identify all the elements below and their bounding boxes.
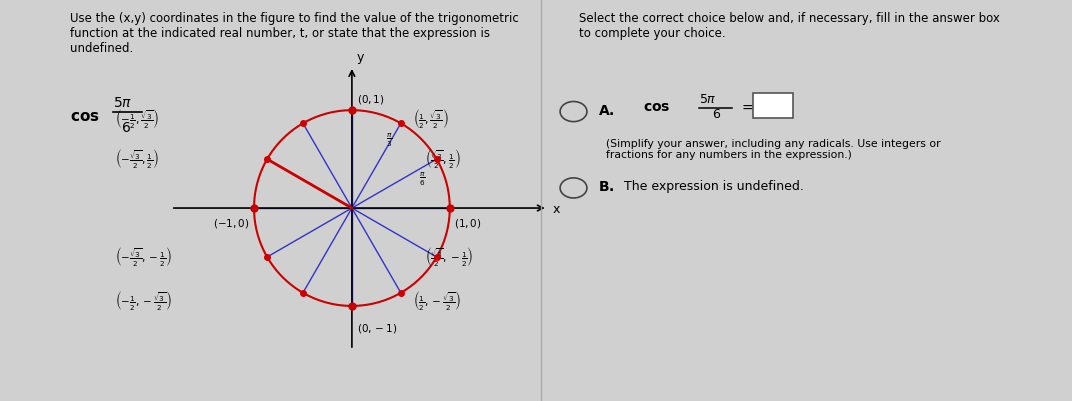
Text: Use the (x,y) coordinates in the figure to find the value of the trigonometric
f: Use the (x,y) coordinates in the figure … — [70, 12, 519, 55]
Text: (Simplify your answer, including any radicals. Use integers or
fractions for any: (Simplify your answer, including any rad… — [606, 138, 940, 160]
Text: $(0,-1)$: $(0,-1)$ — [357, 321, 398, 334]
Text: $6$: $6$ — [712, 108, 721, 121]
Text: $(0,1)$: $(0,1)$ — [357, 93, 385, 105]
Text: y: y — [357, 51, 364, 64]
Text: $6$: $6$ — [121, 120, 131, 134]
Text: $5\pi$: $5\pi$ — [699, 93, 717, 106]
Text: $=$: $=$ — [739, 99, 754, 113]
Text: $\left(\frac{\sqrt{3}}{2},\frac{1}{2}\right)$: $\left(\frac{\sqrt{3}}{2},\frac{1}{2}\ri… — [426, 146, 461, 169]
FancyBboxPatch shape — [753, 94, 793, 118]
Text: $\mathbf{cos}$: $\mathbf{cos}$ — [70, 108, 100, 123]
Text: $\left(-\frac{1}{2},-\frac{\sqrt{3}}{2}\right)$: $\left(-\frac{1}{2},-\frac{\sqrt{3}}{2}\… — [115, 288, 173, 311]
Text: $\left(\frac{1}{2},-\frac{\sqrt{3}}{2}\right)$: $\left(\frac{1}{2},-\frac{\sqrt{3}}{2}\r… — [413, 288, 461, 311]
Text: $\mathbf{B.}$: $\mathbf{B.}$ — [598, 180, 614, 193]
Text: $(1,0)$: $(1,0)$ — [453, 217, 481, 230]
Text: $\left(-\frac{\sqrt{3}}{2},-\frac{1}{2}\right)$: $\left(-\frac{\sqrt{3}}{2},-\frac{1}{2}\… — [115, 244, 173, 267]
Text: $\frac{\pi}{6}$: $\frac{\pi}{6}$ — [419, 171, 426, 188]
Text: $\left(-\frac{1}{2},\frac{\sqrt{3}}{2}\right)$: $\left(-\frac{1}{2},\frac{\sqrt{3}}{2}\r… — [115, 106, 160, 129]
Text: $\left(\frac{\sqrt{3}}{2},-\frac{1}{2}\right)$: $\left(\frac{\sqrt{3}}{2},-\frac{1}{2}\r… — [426, 244, 474, 267]
Text: $(-1,0)$: $(-1,0)$ — [213, 217, 250, 230]
Text: $\mathbf{cos}$: $\mathbf{cos}$ — [643, 99, 671, 113]
Text: x: x — [552, 202, 560, 215]
Text: $\left(\frac{1}{2},\frac{\sqrt{3}}{2}\right)$: $\left(\frac{1}{2},\frac{\sqrt{3}}{2}\ri… — [413, 106, 448, 129]
Text: $5\pi$: $5\pi$ — [113, 96, 132, 110]
Text: $\mathbf{A.}$: $\mathbf{A.}$ — [598, 103, 614, 117]
Text: $\left(-\frac{\sqrt{3}}{2},\frac{1}{2}\right)$: $\left(-\frac{\sqrt{3}}{2},\frac{1}{2}\r… — [115, 146, 160, 169]
Text: $\frac{\pi}{3}$: $\frac{\pi}{3}$ — [386, 132, 392, 149]
Text: Select the correct choice below and, if necessary, fill in the answer box
to com: Select the correct choice below and, if … — [579, 12, 1000, 40]
Text: The expression is undefined.: The expression is undefined. — [624, 180, 804, 193]
